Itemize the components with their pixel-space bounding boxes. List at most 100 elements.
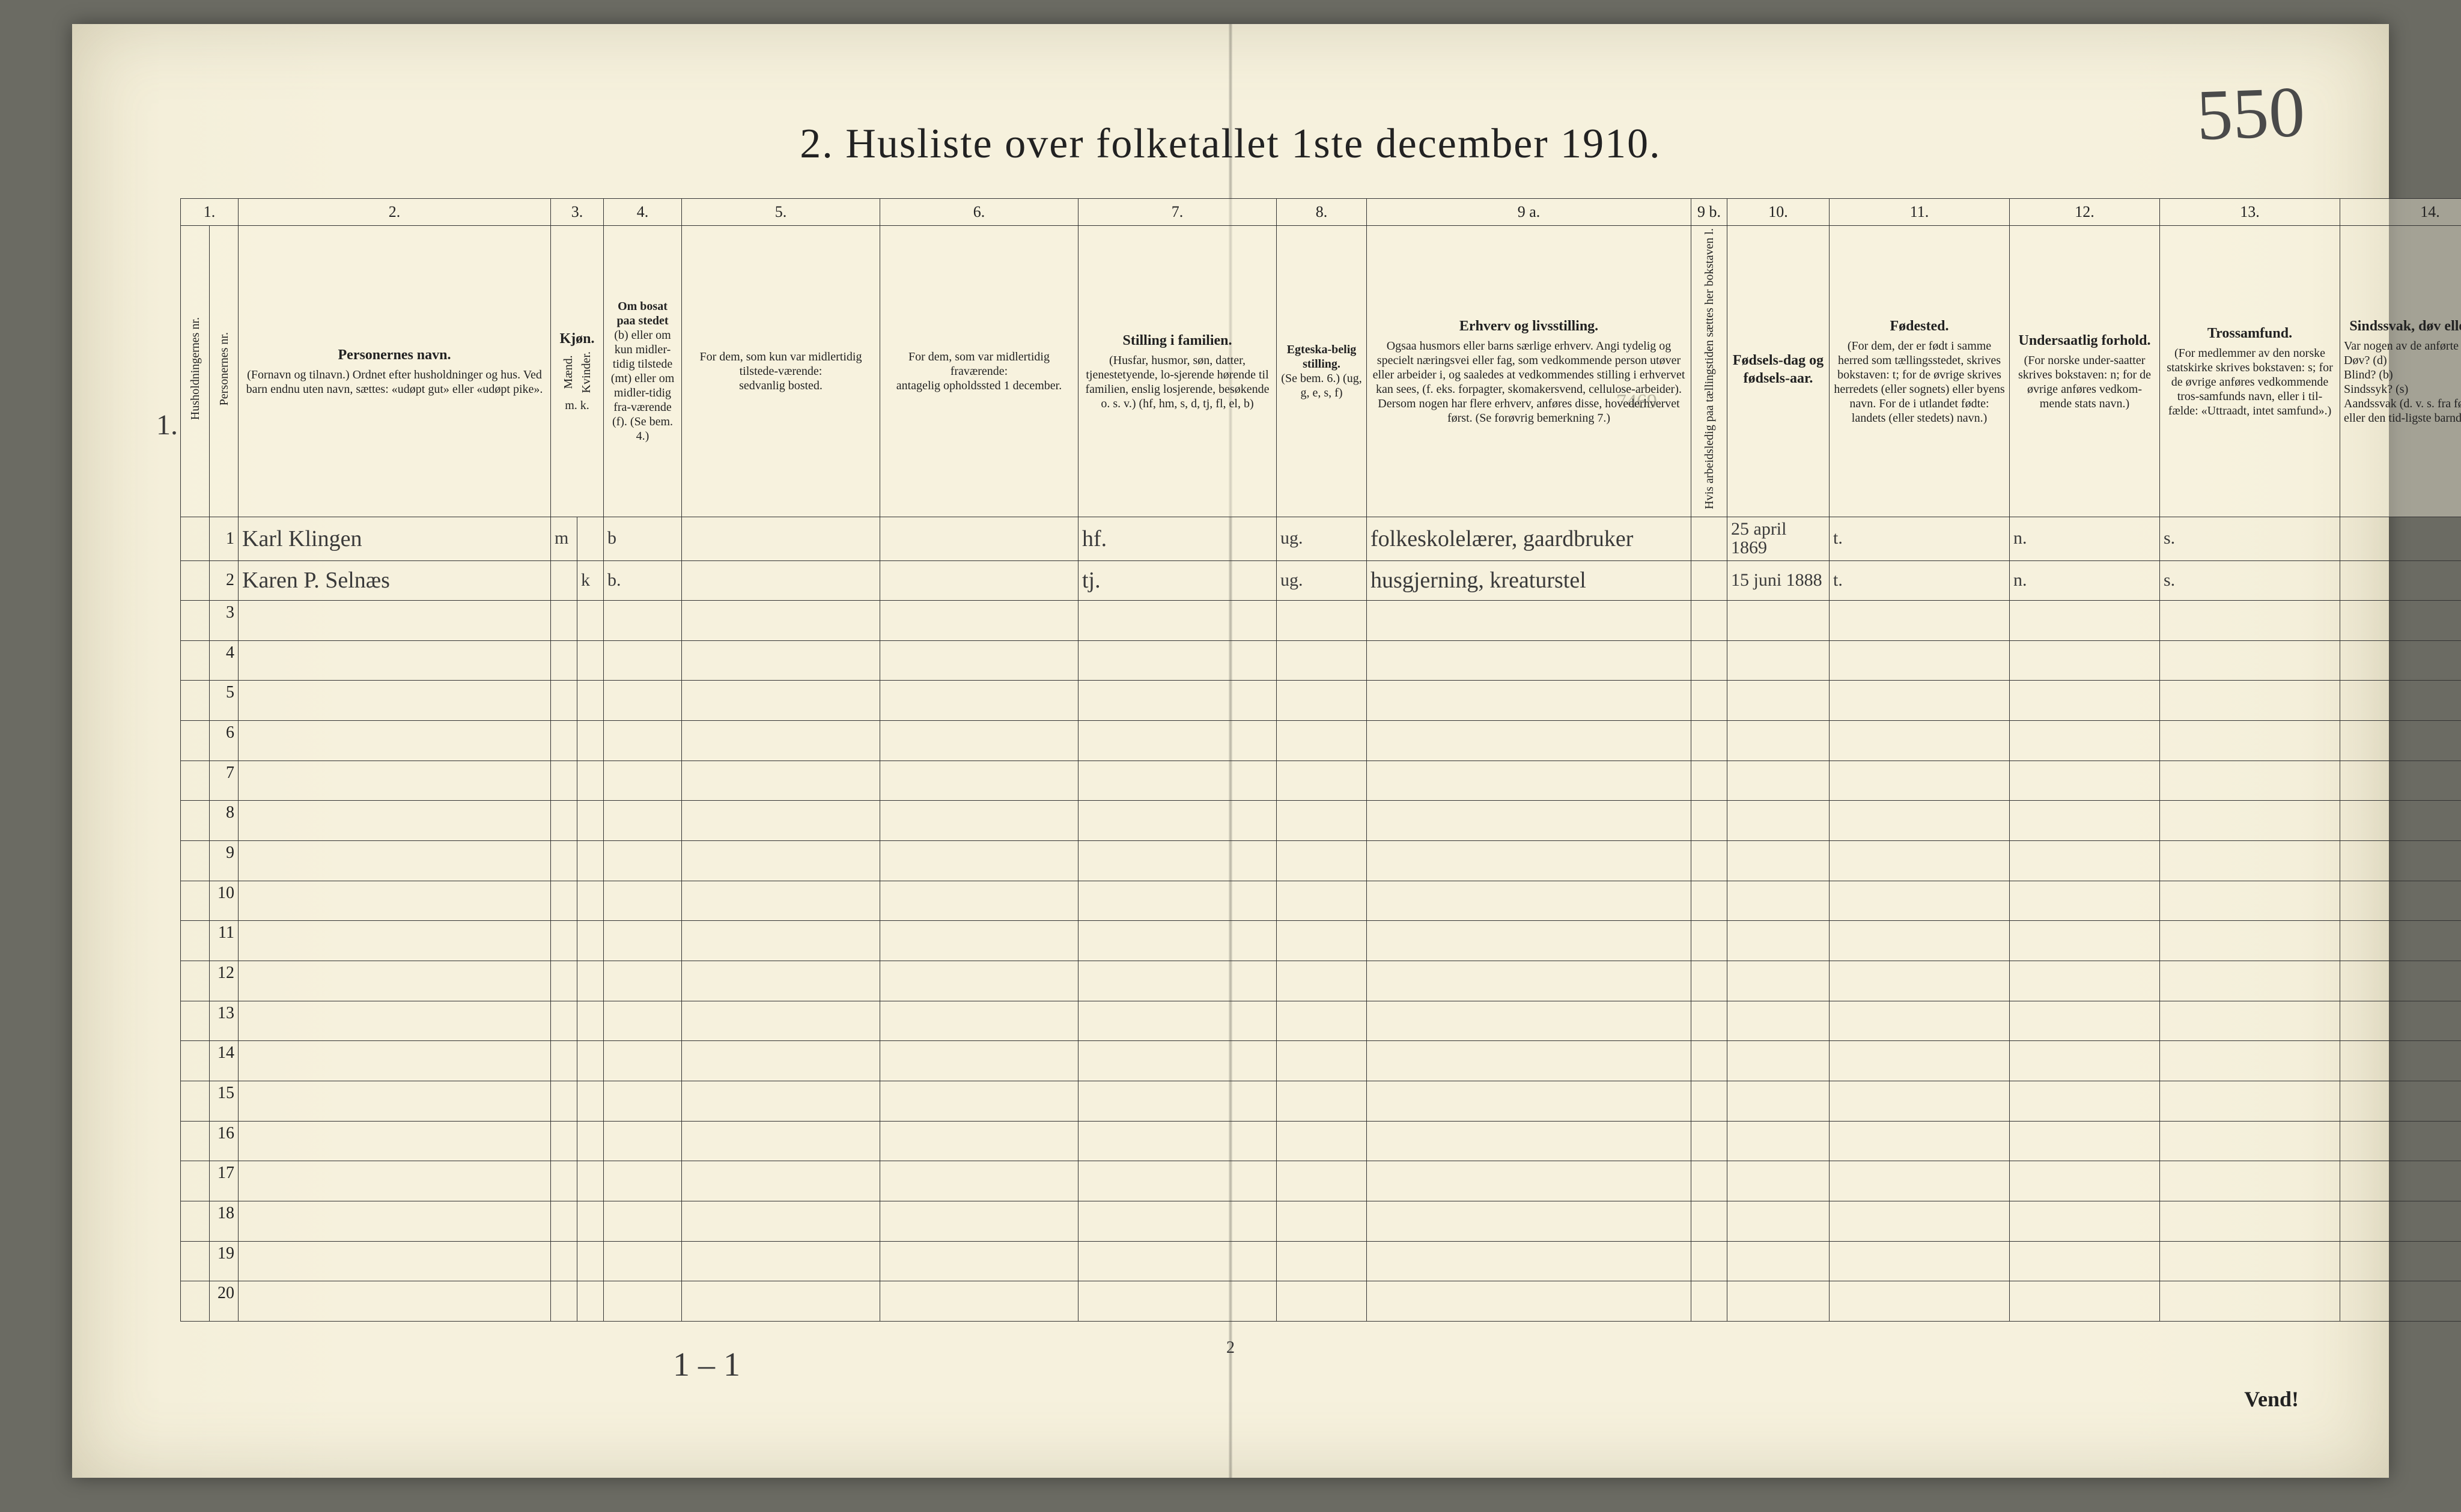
hdr-name-main: Personernes navn. bbox=[242, 346, 547, 364]
cell-disability bbox=[2340, 1041, 2461, 1081]
cell-unemployed bbox=[1691, 1241, 1727, 1281]
cell-occupation bbox=[1367, 921, 1691, 961]
cell-disability bbox=[2340, 881, 2461, 921]
cell-nationality bbox=[2010, 1001, 2160, 1041]
cell-temp-present bbox=[682, 1281, 880, 1322]
cell-sex-k bbox=[577, 1241, 604, 1281]
handwriting: m bbox=[555, 528, 568, 548]
cell-temp-present bbox=[682, 1201, 880, 1242]
cell-sex-k bbox=[577, 721, 604, 761]
table-row: 14 bbox=[181, 1041, 2461, 1081]
cell-faith bbox=[2160, 1041, 2340, 1081]
cell-person-nr: 2 bbox=[210, 560, 239, 601]
table-row: 16 bbox=[181, 1121, 2461, 1161]
hdr-birthplace-main: Fødested. bbox=[1833, 317, 2006, 335]
cell-marital bbox=[1277, 681, 1367, 721]
cell-residence bbox=[604, 1081, 682, 1122]
cell-birth bbox=[1727, 1281, 1830, 1322]
cell-birthplace bbox=[1830, 1281, 2010, 1322]
hdr-family: Stilling i familien. (Husfar, husmor, sø… bbox=[1078, 226, 1277, 517]
cell-occupation bbox=[1367, 1161, 1691, 1201]
cell-birthplace bbox=[1830, 921, 2010, 961]
cell-temp-present bbox=[682, 801, 880, 841]
cell-marital bbox=[1277, 1041, 1367, 1081]
cell-sex-m bbox=[551, 681, 577, 721]
cell-birthplace bbox=[1830, 841, 2010, 881]
cell-occupation bbox=[1367, 1041, 1691, 1081]
cell-birth: 15 juni 1888 bbox=[1727, 560, 1830, 601]
table-row: 6 bbox=[181, 721, 2461, 761]
cell-occupation bbox=[1367, 640, 1691, 681]
cell-unemployed bbox=[1691, 1121, 1727, 1161]
cell-marital bbox=[1277, 841, 1367, 881]
cell-nationality bbox=[2010, 921, 2160, 961]
cell-marital: ug. bbox=[1277, 560, 1367, 601]
cell-family bbox=[1078, 961, 1277, 1001]
cell-family bbox=[1078, 801, 1277, 841]
handwriting: ug. bbox=[1280, 570, 1303, 590]
cell-disability bbox=[2340, 681, 2461, 721]
cell-birthplace bbox=[1830, 961, 2010, 1001]
header-row: Husholdningernes nr. Personernes nr. Per… bbox=[181, 226, 2461, 517]
cell-birth bbox=[1727, 640, 1830, 681]
handwriting: folkeskolelærer, gaardbruker bbox=[1370, 526, 1633, 551]
cell-occupation bbox=[1367, 961, 1691, 1001]
cell-disability bbox=[2340, 1241, 2461, 1281]
cell-name bbox=[239, 1041, 551, 1081]
cell-unemployed bbox=[1691, 601, 1727, 641]
cell-person-nr: 18 bbox=[210, 1201, 239, 1242]
handwriting: s. bbox=[2164, 528, 2175, 548]
handwriting: tj. bbox=[1082, 568, 1101, 593]
cell-birth bbox=[1727, 681, 1830, 721]
cell-marital bbox=[1277, 601, 1367, 641]
hdr-temp-absent: For dem, som var midlertidig fraværende:… bbox=[880, 226, 1078, 517]
cell-occupation bbox=[1367, 1001, 1691, 1041]
cell-disability bbox=[2340, 640, 2461, 681]
colnum-11: 11. bbox=[1830, 199, 2010, 226]
colnum-6: 6. bbox=[880, 199, 1078, 226]
colnum-12: 12. bbox=[2010, 199, 2160, 226]
hdr-faith: Trossamfund. (For medlemmer av den norsk… bbox=[2160, 226, 2340, 517]
cell-name bbox=[239, 1241, 551, 1281]
footer-vend: Vend! bbox=[2244, 1386, 2299, 1412]
cell-family bbox=[1078, 921, 1277, 961]
cell-disability bbox=[2340, 801, 2461, 841]
cell-disability bbox=[2340, 921, 2461, 961]
cell-occupation bbox=[1367, 801, 1691, 841]
cell-disability bbox=[2340, 560, 2461, 601]
hdr-birthplace: Fødested. (For dem, der er født i samme … bbox=[1830, 226, 2010, 517]
cell-nationality bbox=[2010, 801, 2160, 841]
cell-occupation: husgjerning, kreaturstel bbox=[1367, 560, 1691, 601]
cell-name bbox=[239, 1161, 551, 1201]
cell-residence bbox=[604, 921, 682, 961]
hdr-temp-absent-main: For dem, som var midlertidig fraværende: bbox=[884, 350, 1074, 378]
cell-faith: s. bbox=[2160, 517, 2340, 560]
hdr-occupation-main: Erhverv og livsstilling. bbox=[1370, 317, 1687, 335]
cell-person-nr: 4 bbox=[210, 640, 239, 681]
cell-family bbox=[1078, 681, 1277, 721]
cell-temp-absent bbox=[880, 721, 1078, 761]
cell-family bbox=[1078, 640, 1277, 681]
table-row: 4 bbox=[181, 640, 2461, 681]
cell-family bbox=[1078, 1161, 1277, 1201]
cell-occupation bbox=[1367, 1241, 1691, 1281]
cell-family bbox=[1078, 1081, 1277, 1122]
table-row: 15 bbox=[181, 1081, 2461, 1122]
cell-residence bbox=[604, 801, 682, 841]
cell-marital bbox=[1277, 761, 1367, 801]
cell-unemployed bbox=[1691, 1081, 1727, 1122]
cell-person-nr: 11 bbox=[210, 921, 239, 961]
cell-sex-k bbox=[577, 601, 604, 641]
cell-faith bbox=[2160, 1121, 2340, 1161]
cell-household-nr bbox=[181, 1161, 210, 1201]
cell-household-nr bbox=[181, 560, 210, 601]
cell-marital bbox=[1277, 1281, 1367, 1322]
cell-temp-present bbox=[682, 1081, 880, 1122]
cell-marital bbox=[1277, 801, 1367, 841]
cell-disability bbox=[2340, 761, 2461, 801]
cell-name bbox=[239, 1081, 551, 1122]
cell-sex-k bbox=[577, 1081, 604, 1122]
cell-sex-k bbox=[577, 961, 604, 1001]
cell-nationality bbox=[2010, 841, 2160, 881]
cell-sex-m bbox=[551, 1081, 577, 1122]
